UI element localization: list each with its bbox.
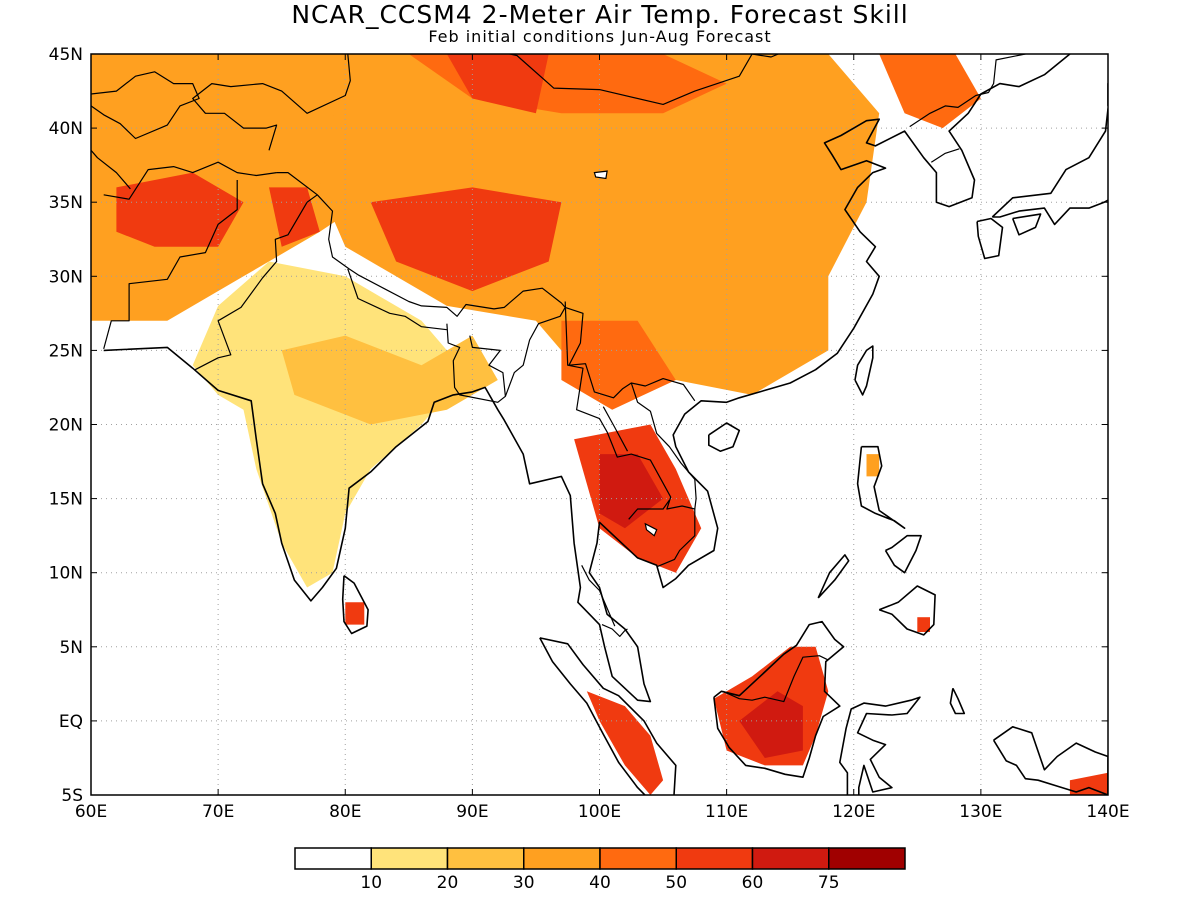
lat-tick-label: EQ <box>59 712 83 732</box>
border-line <box>630 382 697 510</box>
colorbar-label: 50 <box>665 873 687 893</box>
border-line <box>506 54 780 106</box>
border-line <box>930 148 960 163</box>
lat-tick-label: 10N <box>49 564 83 584</box>
coastline-taiwan-coast <box>854 345 874 396</box>
border-line <box>276 172 696 402</box>
lat-tick-label: 45N <box>49 45 83 65</box>
skill-region-borneo-core <box>739 691 803 758</box>
lat-tick-label: 15N <box>49 490 83 510</box>
lat-tick-label: 35N <box>49 193 83 213</box>
border-line <box>103 161 277 200</box>
border-line <box>347 54 354 55</box>
skill-region-ne-china <box>879 54 981 129</box>
lat-tick-label: 20N <box>49 416 83 436</box>
colorbar-label: 75 <box>818 873 840 893</box>
lon-tick-label: 60E <box>75 802 107 822</box>
border-line <box>909 54 1026 128</box>
lon-tick-label: 120E <box>832 802 875 822</box>
coastline-borneo-coast <box>713 620 845 779</box>
axis-ticks: 60E 70E 80E 90E 100E 110E 120E 130E 140E 45N 40N 35… <box>49 45 1130 822</box>
lon-tick-label: 140E <box>1086 802 1129 822</box>
colorbar-label: 20 <box>437 873 459 893</box>
coastline-hokkaido <box>1107 54 1108 106</box>
colorbar-bin <box>370 847 449 870</box>
border-line <box>564 301 696 568</box>
lon-tick-label: 80E <box>329 802 361 822</box>
border-line <box>504 307 566 397</box>
skill-region-yunnan <box>561 320 676 410</box>
colorbar-label: 30 <box>513 873 535 893</box>
coastline-mindanao-coast <box>878 585 936 636</box>
coastlines-layer <box>91 11 1108 795</box>
coastline-japan-honshu <box>991 108 1108 226</box>
skill-region-tibet-core <box>370 187 562 292</box>
colorbar-label: 40 <box>589 873 611 893</box>
skill-region-pakistan-afghanistan <box>116 172 244 247</box>
border-line <box>103 180 238 350</box>
border-line <box>91 149 131 190</box>
colorbar-bin <box>828 847 906 870</box>
coastline-luzon-coast <box>856 445 906 530</box>
skill-region-mindanao-spot <box>917 617 930 632</box>
coastline-palawan-coast <box>817 554 850 599</box>
colorbar: 10 20 30 40 50 60 75 <box>294 847 906 893</box>
border-line <box>91 71 200 140</box>
coastline-india-coast <box>103 54 1071 703</box>
colorbar-bin <box>599 847 677 870</box>
skill-region-india-north <box>281 335 498 425</box>
coastline-visayas-coast <box>884 534 922 574</box>
lake-qinghai-lake <box>593 170 608 180</box>
colorbar-label: 60 <box>742 873 764 893</box>
coastline-halmahera-coast <box>949 687 966 715</box>
coastline-sumatra-coast <box>539 637 677 795</box>
border-line <box>347 268 447 331</box>
skill-region-sumatra <box>586 691 664 795</box>
border-line <box>192 54 351 151</box>
border-line <box>601 624 628 638</box>
skill-region-indochina-core <box>599 454 664 529</box>
skill-region-philippines-spot <box>866 454 880 477</box>
coastline-sulawesi-coast <box>838 696 921 795</box>
lat-tick-label: 5S <box>61 786 83 806</box>
lon-tick-label: 70E <box>202 802 234 822</box>
border-line <box>722 655 829 703</box>
coastline-sri-lanka-coast <box>341 575 369 635</box>
colorbar-label: 10 <box>360 873 382 893</box>
border-line <box>803 11 850 44</box>
colorbar-bin <box>751 847 830 870</box>
gridlines <box>91 54 1108 795</box>
skill-region-mongolia-core <box>446 54 549 114</box>
coastline-japan-shikoku <box>1011 213 1042 236</box>
lat-tick-label: 30N <box>49 267 83 287</box>
border-line <box>628 499 670 520</box>
lake-tonle-sap <box>644 522 658 537</box>
border-line <box>194 194 318 371</box>
skill-region-new-guinea <box>1069 772 1108 795</box>
coastline-hainan-coast <box>707 422 741 453</box>
border-line <box>602 406 629 452</box>
colorbar-bin <box>294 847 372 870</box>
lon-tick-label: 100E <box>578 802 621 822</box>
map-subtitle: Feb initial conditions Jun-Aug Forecast <box>428 27 772 46</box>
coastline-new-guinea-coast <box>992 725 1108 795</box>
border-line <box>446 323 506 403</box>
lon-tick-label: 110E <box>705 802 748 822</box>
lat-tick-label: 40N <box>49 119 83 139</box>
lon-tick-label: 130E <box>959 802 1002 822</box>
map-title: NCAR_CCSM4 2-Meter Air Temp. Forecast Sk… <box>291 0 909 29</box>
border-line <box>581 565 616 627</box>
colorbar-bin <box>446 847 525 870</box>
colorbar-bin <box>675 847 754 870</box>
skill-region-sri-lanka <box>345 602 365 625</box>
lon-tick-label: 90E <box>456 802 488 822</box>
colorbar-bin <box>523 847 601 870</box>
coastline-japan-kyushu <box>976 217 1004 260</box>
lat-tick-label: 5N <box>59 638 83 658</box>
lat-tick-label: 25N <box>49 341 83 361</box>
